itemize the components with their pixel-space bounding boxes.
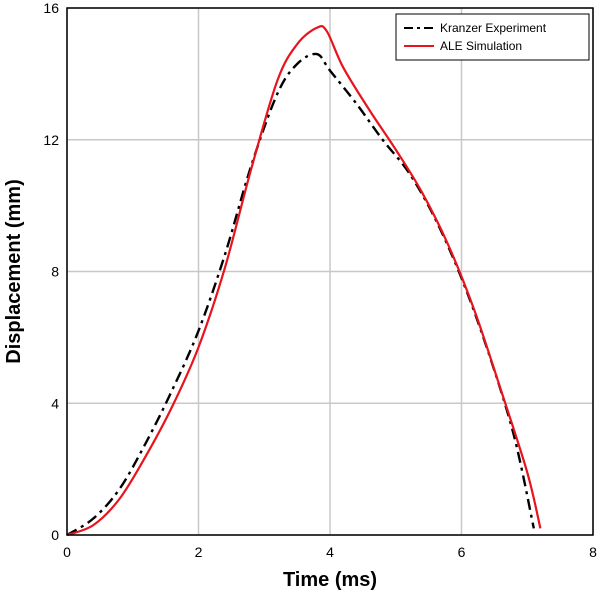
legend-entry-ale-simulation: ALE Simulation: [440, 39, 522, 53]
plot-frame: [66, 7, 594, 536]
y-tick-label: 16: [43, 0, 59, 16]
x-axis-label: Time (ms): [283, 569, 377, 591]
legend: Kranzer Experiment ALE Simulation: [395, 13, 590, 61]
x-tick-label: 4: [326, 544, 334, 560]
x-tick-label: 8: [589, 544, 597, 560]
series-layer: [66, 25, 542, 537]
tick-labels: 0 2 4 6 8 0 4 8 12 16: [43, 0, 597, 560]
y-tick-label: 12: [43, 132, 59, 148]
y-tick-label: 8: [51, 264, 59, 280]
legend-entry-kranzer-experiment: Kranzer Experiment: [440, 21, 547, 35]
legend-box: [395, 13, 590, 61]
y-axis-label: Displacement (mm): [3, 179, 25, 364]
x-tick-label: 2: [195, 544, 203, 560]
y-tick-label: 4: [51, 395, 59, 411]
series-line-kranzer-experiment: [66, 52, 536, 537]
x-tick-label: 0: [63, 544, 71, 560]
series-line-ale-simulation: [66, 25, 542, 537]
y-tick-label: 0: [51, 527, 59, 543]
x-tick-label: 6: [458, 544, 466, 560]
